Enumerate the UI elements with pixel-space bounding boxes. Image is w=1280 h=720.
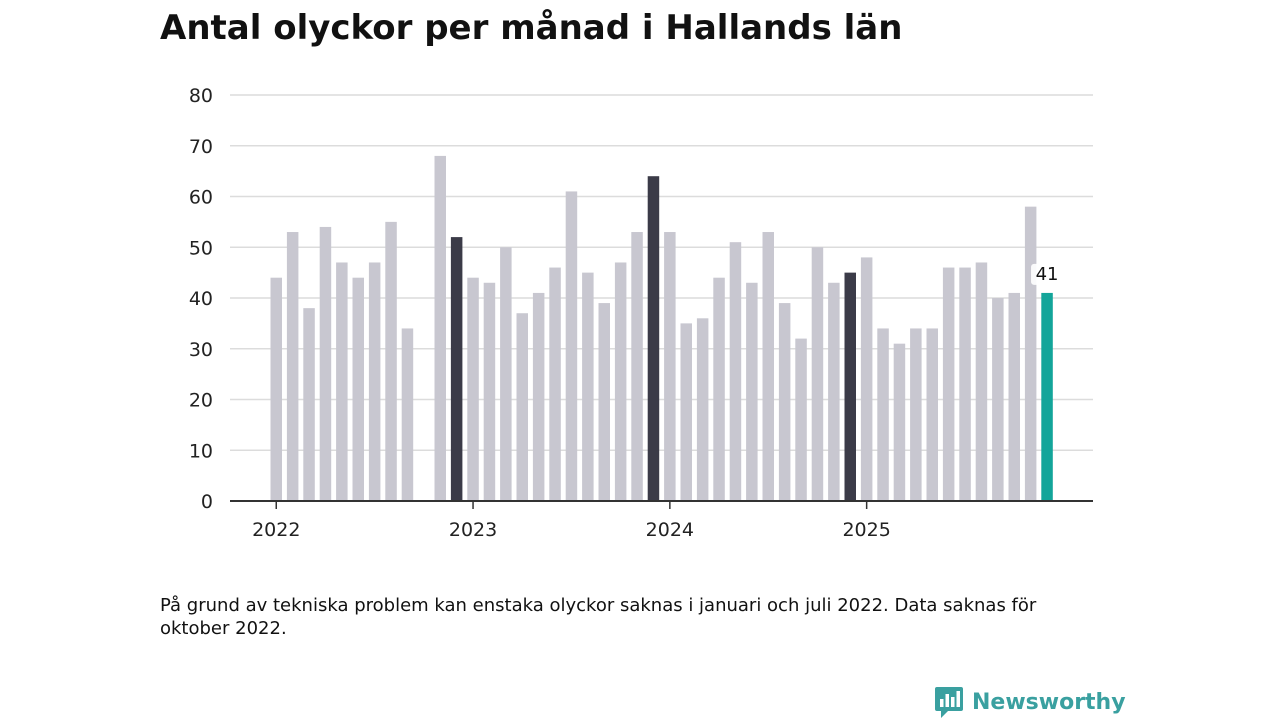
data-label-latest: 41 [1036,264,1059,285]
bar-2025-11 [1024,206,1037,501]
bar-2025-06 [942,267,955,501]
bar-2023-11 [631,232,643,501]
bar-2025-05 [926,328,938,501]
bar-2023-02 [483,282,496,501]
y-tick-label: 30 [189,339,213,361]
y-tick-label: 70 [189,136,213,158]
bar-2025-10 [1008,292,1020,501]
data-label-background [1031,263,1064,285]
bars [270,155,1053,502]
bar-2024-09 [795,338,807,501]
bar-2023-10 [614,262,627,501]
bar-2023-01 [467,277,479,501]
bar-2023-06 [549,267,561,501]
x-tick-label: 2024 [646,519,694,541]
bar-2023-03 [500,247,512,501]
bar-2024-11 [828,282,840,501]
x-tick-label: 2022 [252,519,300,541]
bar-2022-07 [368,262,381,501]
bar-2022-09 [401,328,414,501]
bar-2024-03 [696,318,709,501]
bar-2025-08 [975,262,988,501]
x-tick-label: 2025 [842,519,890,541]
brand-name: Newsworthy [972,689,1126,715]
bar-2024-01 [664,232,676,501]
bar-2024-05 [729,242,742,502]
bar-2022-12 [450,237,463,501]
bar-2022-05 [336,262,348,501]
x-axis-ticks: 2022 2023 2024 2025 [252,501,891,541]
bar-2022-04 [319,226,332,501]
y-tick-label: 10 [189,440,213,462]
bar-2024-10 [811,247,824,501]
bar-2022-11 [434,155,446,501]
bar-2024-02 [680,323,692,501]
bar-2022-06 [352,277,364,501]
bar-2023-12 [647,176,660,501]
y-axis-ticks: 0 10 20 30 40 50 60 70 80 [189,85,213,513]
bar-2024-12 [844,272,856,501]
data-labels: 41 [1031,263,1064,285]
chart-title: Antal olyckor per månad i Hallands län [160,8,903,48]
bar-2022-08 [385,221,397,501]
bar-2025-02 [877,328,889,501]
bar-2022-02 [286,232,299,501]
bar-2023-09 [598,303,610,501]
bar-2024-07 [762,232,774,501]
bar-2023-07 [565,191,578,502]
bar-2024-08 [778,303,791,501]
bar-2025-07 [959,267,971,501]
bar-2024-04 [713,277,725,501]
bar-2022-03 [303,308,315,501]
bar-2025-12 [1041,292,1053,501]
x-tick-label: 2023 [449,519,497,541]
bar-2025-01 [860,257,873,501]
bar-chart: 0 10 20 30 40 50 60 70 80 2022 2023 2024 2025 41 [189,85,1093,541]
y-tick-label: 40 [189,288,213,310]
y-tick-label: 20 [189,390,213,412]
y-tick-label: 0 [201,491,213,513]
brand-logo[interactable]: Newsworthy [934,684,1126,720]
y-tick-label: 50 [189,237,213,259]
bar-2023-05 [532,292,545,501]
bar-2023-08 [582,272,594,501]
bar-2025-09 [992,298,1004,501]
bar-2025-04 [910,328,922,501]
footnote: På grund av tekniska problem kan enstaka… [160,595,1037,639]
y-tick-label: 60 [189,187,213,209]
y-tick-label: 80 [189,85,213,107]
newsworthy-logo-icon [935,687,963,718]
bar-2024-06 [746,282,758,501]
bar-2022-01 [270,277,282,501]
bar-2025-03 [893,343,906,501]
bar-2023-04 [516,313,528,501]
